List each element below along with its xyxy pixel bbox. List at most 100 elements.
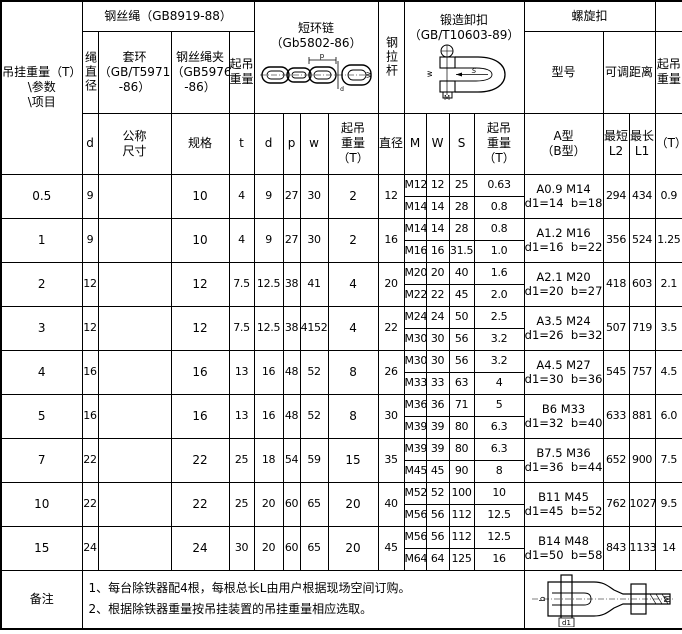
l1-cell: 900 xyxy=(628,437,656,483)
chain-p-subheader: p xyxy=(282,112,301,175)
chain-w-cell: 59 xyxy=(299,437,329,483)
qt-cell: 2.1 xyxy=(654,261,682,307)
nominal-cell xyxy=(97,481,172,527)
chain-q-cell: 8 xyxy=(327,393,379,439)
shackle-lift-line2: 重量 xyxy=(487,136,512,150)
rope-d-cell: 22 xyxy=(81,437,99,483)
shackle-w-cell: 30 xyxy=(425,327,450,351)
shackle-s-cell: 112 xyxy=(448,525,475,549)
chain-q-cell: 4 xyxy=(327,261,379,307)
chain-p-cell: 54 xyxy=(282,437,301,483)
wire-rope-header: 钢丝绳（GB8919-88） xyxy=(81,0,255,32)
chain-p-cell: 27 xyxy=(282,217,301,263)
model-line2: d1=50 b=58 xyxy=(524,548,603,562)
model-line2: d1=26 b=32 xyxy=(524,328,603,342)
chain-lift-line1: 起吊 xyxy=(341,121,366,135)
chain-d-cell: 16 xyxy=(253,393,284,439)
shackle-w-cell: 14 xyxy=(425,217,450,241)
l2-cell: 545 xyxy=(602,349,630,395)
qt-cell: 14 xyxy=(654,525,682,571)
t-subheader: t xyxy=(228,112,255,175)
model-cell: A1.2 M16 d1=16 b=22 xyxy=(523,217,604,263)
chain-q-cell: 20 xyxy=(327,481,379,527)
shackle-q-cell: 1.6 xyxy=(473,261,525,285)
spec-cell: 10 xyxy=(170,173,230,219)
weight-cell: 0.5 xyxy=(0,173,83,219)
t-cell: 7.5 xyxy=(228,305,255,351)
collar-header: 套环 （GB/T5971 -86） xyxy=(97,30,172,114)
shackle-m-cell: M45 xyxy=(403,459,427,483)
model-line1: A1.2 M16 xyxy=(536,225,591,240)
rope-lift-header: 起吊 重量 xyxy=(228,30,255,114)
chain-d-cell: 16 xyxy=(253,349,284,395)
model-line2: d1=36 b=44 xyxy=(524,460,603,474)
shackle-q-cell: 6.3 xyxy=(473,437,525,461)
model-line1: A2.1 M20 xyxy=(536,269,591,284)
shackle-s-cell: 40 xyxy=(448,261,475,285)
chain-q-cell: 4 xyxy=(327,305,379,351)
table-subrow: M22 22 45 2.0 xyxy=(1,283,682,307)
l2-cell: 294 xyxy=(602,173,630,219)
shackle-header: 锻造卸扣 （GB/T10603-89） S w M xyxy=(403,0,525,114)
shackle-s-cell: 125 xyxy=(448,547,475,571)
header-row-1: 吊挂重量（T） \参数 \项目 钢丝绳（GB8919-88） 短环链 （Gb58… xyxy=(0,0,682,175)
l1-cell: 524 xyxy=(628,217,656,263)
model-line1: A0.9 M14 xyxy=(536,181,591,196)
spec-cell: 10 xyxy=(170,217,230,263)
t-cell: 13 xyxy=(228,349,255,395)
rope-d-cell: 24 xyxy=(81,525,99,571)
shackle-s-cell: 63 xyxy=(448,371,475,395)
table-row: 5 16 16 13 16 48 52 8 30 M36 36 71 5 B6 M33 d1=32 b=40… xyxy=(0,393,682,439)
shackle-m-cell: M20 xyxy=(403,261,427,285)
spec-subheader: 规格 xyxy=(170,112,230,175)
l2-subheader: 最短 L2 xyxy=(602,112,630,175)
empty-corner-cell xyxy=(654,0,682,32)
shackle-q-cell: 4 xyxy=(473,371,525,395)
shackle-m-cell: M16 xyxy=(403,239,427,263)
nominal-cell xyxy=(97,437,172,483)
table-subrow: M14 14 28 0.8 xyxy=(1,195,682,219)
l1-cell: 434 xyxy=(628,173,656,219)
shackle-s-cell: 28 xyxy=(448,195,475,219)
shackle-w-cell: 16 xyxy=(425,239,450,263)
shackle-w-cell: 64 xyxy=(425,547,450,571)
shackle-q-cell: 8 xyxy=(473,459,525,483)
shackle-w-cell: 20 xyxy=(425,261,450,285)
l1-cell: 719 xyxy=(628,305,656,351)
l2-cell: 507 xyxy=(602,305,630,351)
l1-cell: 603 xyxy=(628,261,656,307)
l1-cell: 1133 xyxy=(628,525,656,571)
model-cell: B14 M48 d1=50 b=58 xyxy=(523,525,604,571)
turnbuckle-dim-b-label: b xyxy=(538,597,547,602)
chain-lift-subheader: 起吊 重量 （T） xyxy=(327,112,379,175)
l2-cell: 356 xyxy=(602,217,630,263)
shackle-q-cell: 10 xyxy=(473,481,525,505)
t-cell: 13 xyxy=(228,393,255,439)
l2-cell: 762 xyxy=(602,481,630,527)
model-header: 型号 xyxy=(523,30,604,114)
tie-rod-header: 钢拉杆 xyxy=(377,0,405,114)
tb-lift-line1: 起吊 xyxy=(656,57,681,71)
remarks-label-cell: 备注 xyxy=(0,569,83,630)
shackle-s-cell: 71 xyxy=(448,393,475,417)
chain-w-cell: 65 xyxy=(299,525,329,571)
chain-p-cell: 60 xyxy=(282,525,301,571)
rope-d-cell: 12 xyxy=(81,261,99,307)
chain-d-subheader: d xyxy=(253,112,284,175)
shackle-q-cell: 0.8 xyxy=(473,195,525,219)
chain-dim-w-label: w xyxy=(364,72,373,79)
shackle-s-cell: 31.5 xyxy=(448,239,475,263)
shackle-m-cell: M22 xyxy=(403,283,427,307)
l2-line1: 最短 xyxy=(604,128,629,143)
clip-line1: 钢丝绳夹 xyxy=(175,49,224,64)
table-subrow: M56 56 112 12.5 xyxy=(1,503,682,527)
shackle-s-cell: 28 xyxy=(448,217,475,241)
model-line2: d1=16 b=22 xyxy=(524,240,603,254)
chain-d-cell: 20 xyxy=(253,481,284,527)
rope-dia-label: 绳直径 xyxy=(83,51,98,93)
rod-d-cell: 40 xyxy=(377,481,405,527)
shackle-w-cell: 12 xyxy=(425,173,450,197)
shackle-s-cell: 100 xyxy=(448,481,475,505)
model-line2: d1=20 b=27 xyxy=(524,284,603,298)
